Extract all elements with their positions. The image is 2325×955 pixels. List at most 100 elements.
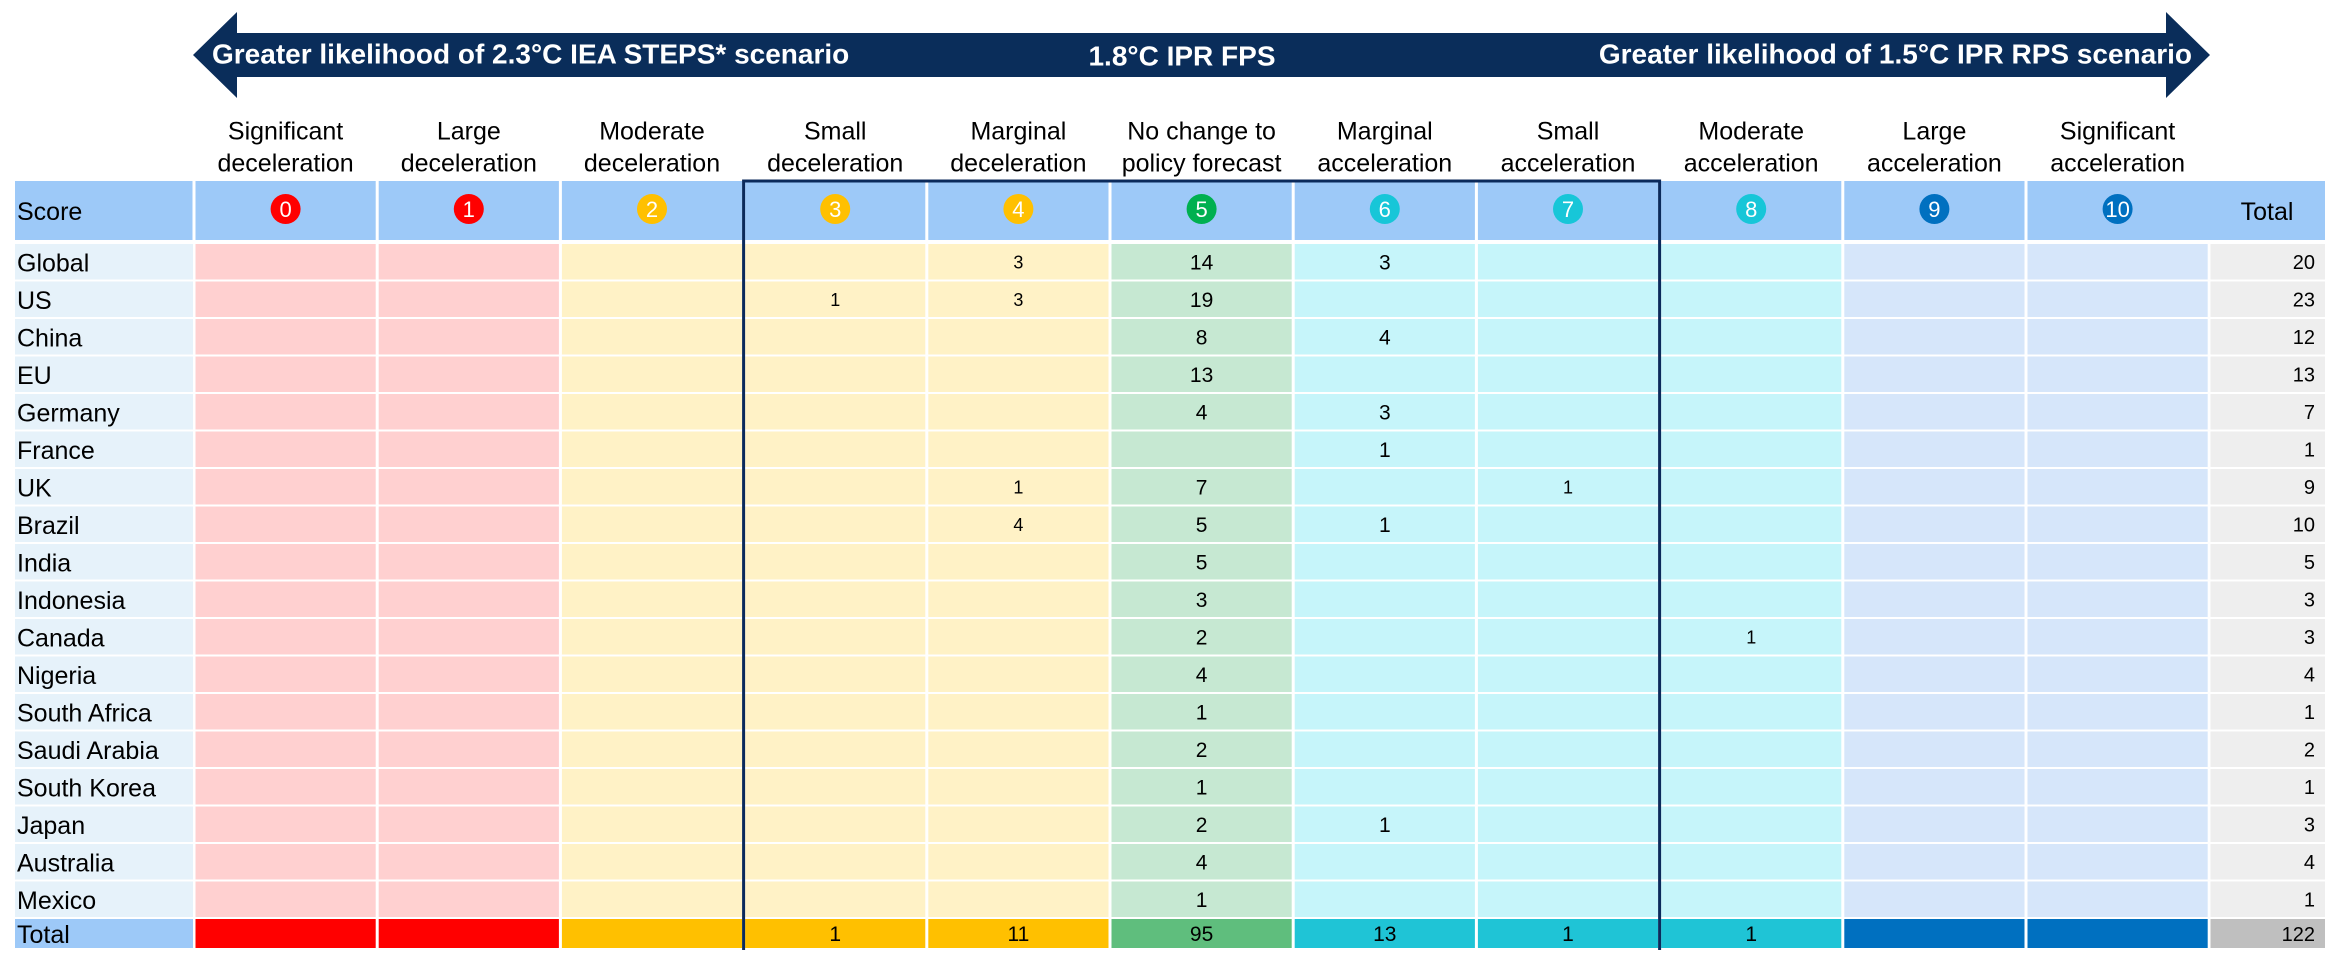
cell xyxy=(562,619,742,655)
row-label: Australia xyxy=(17,849,114,877)
cell xyxy=(2028,544,2208,580)
cell xyxy=(562,807,742,843)
cell xyxy=(1844,769,2024,805)
score-number: 10 xyxy=(2105,197,2129,222)
cell xyxy=(562,357,742,393)
cell-value: 3 xyxy=(1379,401,1391,424)
row-total: 23 xyxy=(2293,290,2315,312)
cell xyxy=(1478,544,1658,580)
column-heading: acceleration xyxy=(1867,150,2002,178)
cell xyxy=(562,732,742,768)
cell xyxy=(928,619,1108,655)
row-total: 20 xyxy=(2293,252,2315,274)
cell xyxy=(196,394,376,430)
cell xyxy=(562,844,742,880)
cell xyxy=(1661,769,1841,805)
cell xyxy=(196,469,376,505)
row-label: Saudi Arabia xyxy=(17,737,159,765)
score-number: 5 xyxy=(1195,197,1207,222)
cell xyxy=(745,769,925,805)
cell xyxy=(379,732,559,768)
cell xyxy=(745,544,925,580)
cell xyxy=(1295,882,1475,918)
column-heading: deceleration xyxy=(767,150,903,178)
cell xyxy=(379,282,559,318)
score-number: 3 xyxy=(829,197,841,222)
cell-value: 1 xyxy=(1013,478,1023,498)
column-heading: Large xyxy=(437,118,501,146)
row-label: Global xyxy=(17,249,89,277)
cell xyxy=(1661,582,1841,618)
cell-value: 5 xyxy=(1196,514,1208,537)
cell xyxy=(1478,244,1658,280)
column-heading: deceleration xyxy=(584,150,720,178)
cell xyxy=(928,807,1108,843)
cell xyxy=(562,507,742,543)
cell xyxy=(745,507,925,543)
cell xyxy=(1295,844,1475,880)
cell-value: 1 xyxy=(829,923,841,946)
cell xyxy=(1844,582,2024,618)
cell xyxy=(2028,844,2208,880)
cell xyxy=(745,844,925,880)
cell xyxy=(1844,469,2024,505)
cell-value: 1 xyxy=(1562,923,1574,946)
cell xyxy=(562,432,742,468)
cell-value: 2 xyxy=(1196,739,1208,762)
score-number: 2 xyxy=(646,197,658,222)
cell xyxy=(196,769,376,805)
cell xyxy=(1844,244,2024,280)
cell xyxy=(1478,807,1658,843)
cell xyxy=(562,282,742,318)
column-heading: Marginal xyxy=(1337,118,1433,146)
cell xyxy=(1478,357,1658,393)
cell xyxy=(1844,507,2024,543)
cell xyxy=(928,732,1108,768)
column-heading: policy forecast xyxy=(1122,150,1282,178)
cell xyxy=(745,882,925,918)
cell xyxy=(745,319,925,355)
cell-value: 3 xyxy=(1013,290,1023,310)
cell xyxy=(379,544,559,580)
cell-value: 13 xyxy=(1373,923,1396,946)
row-total: 3 xyxy=(2304,627,2315,649)
row-label: Japan xyxy=(17,812,85,840)
cell xyxy=(1844,882,2024,918)
cell-value: 1 xyxy=(1745,923,1757,946)
cell xyxy=(196,357,376,393)
cell xyxy=(1478,619,1658,655)
cell xyxy=(1478,319,1658,355)
cell-value: 2 xyxy=(1196,626,1208,649)
cell-value: 11 xyxy=(1007,923,1029,946)
row-label: South Korea xyxy=(17,774,156,802)
row-total: 122 xyxy=(2282,924,2315,946)
cell xyxy=(928,844,1108,880)
column-heading: acceleration xyxy=(2050,150,2185,178)
cell xyxy=(196,282,376,318)
row-total: 1 xyxy=(2304,440,2315,462)
cell xyxy=(1661,469,1841,505)
column-heading: Moderate xyxy=(1698,118,1804,146)
total-header: Total xyxy=(2241,198,2294,226)
row-total: 4 xyxy=(2304,852,2315,874)
cell xyxy=(745,657,925,693)
cell xyxy=(1112,432,1292,468)
cell xyxy=(562,244,742,280)
cell xyxy=(745,432,925,468)
row-total: 1 xyxy=(2304,777,2315,799)
cell xyxy=(2028,319,2208,355)
row-label: India xyxy=(17,549,71,577)
cell xyxy=(2028,619,2208,655)
cell xyxy=(1844,319,2024,355)
cell xyxy=(2028,282,2208,318)
row-label: Mexico xyxy=(17,887,96,915)
cell xyxy=(196,844,376,880)
cell xyxy=(928,319,1108,355)
cell xyxy=(1844,657,2024,693)
row-label: Brazil xyxy=(17,512,80,540)
cell xyxy=(1844,357,2024,393)
cell xyxy=(379,394,559,430)
cell xyxy=(196,244,376,280)
cell xyxy=(2028,807,2208,843)
